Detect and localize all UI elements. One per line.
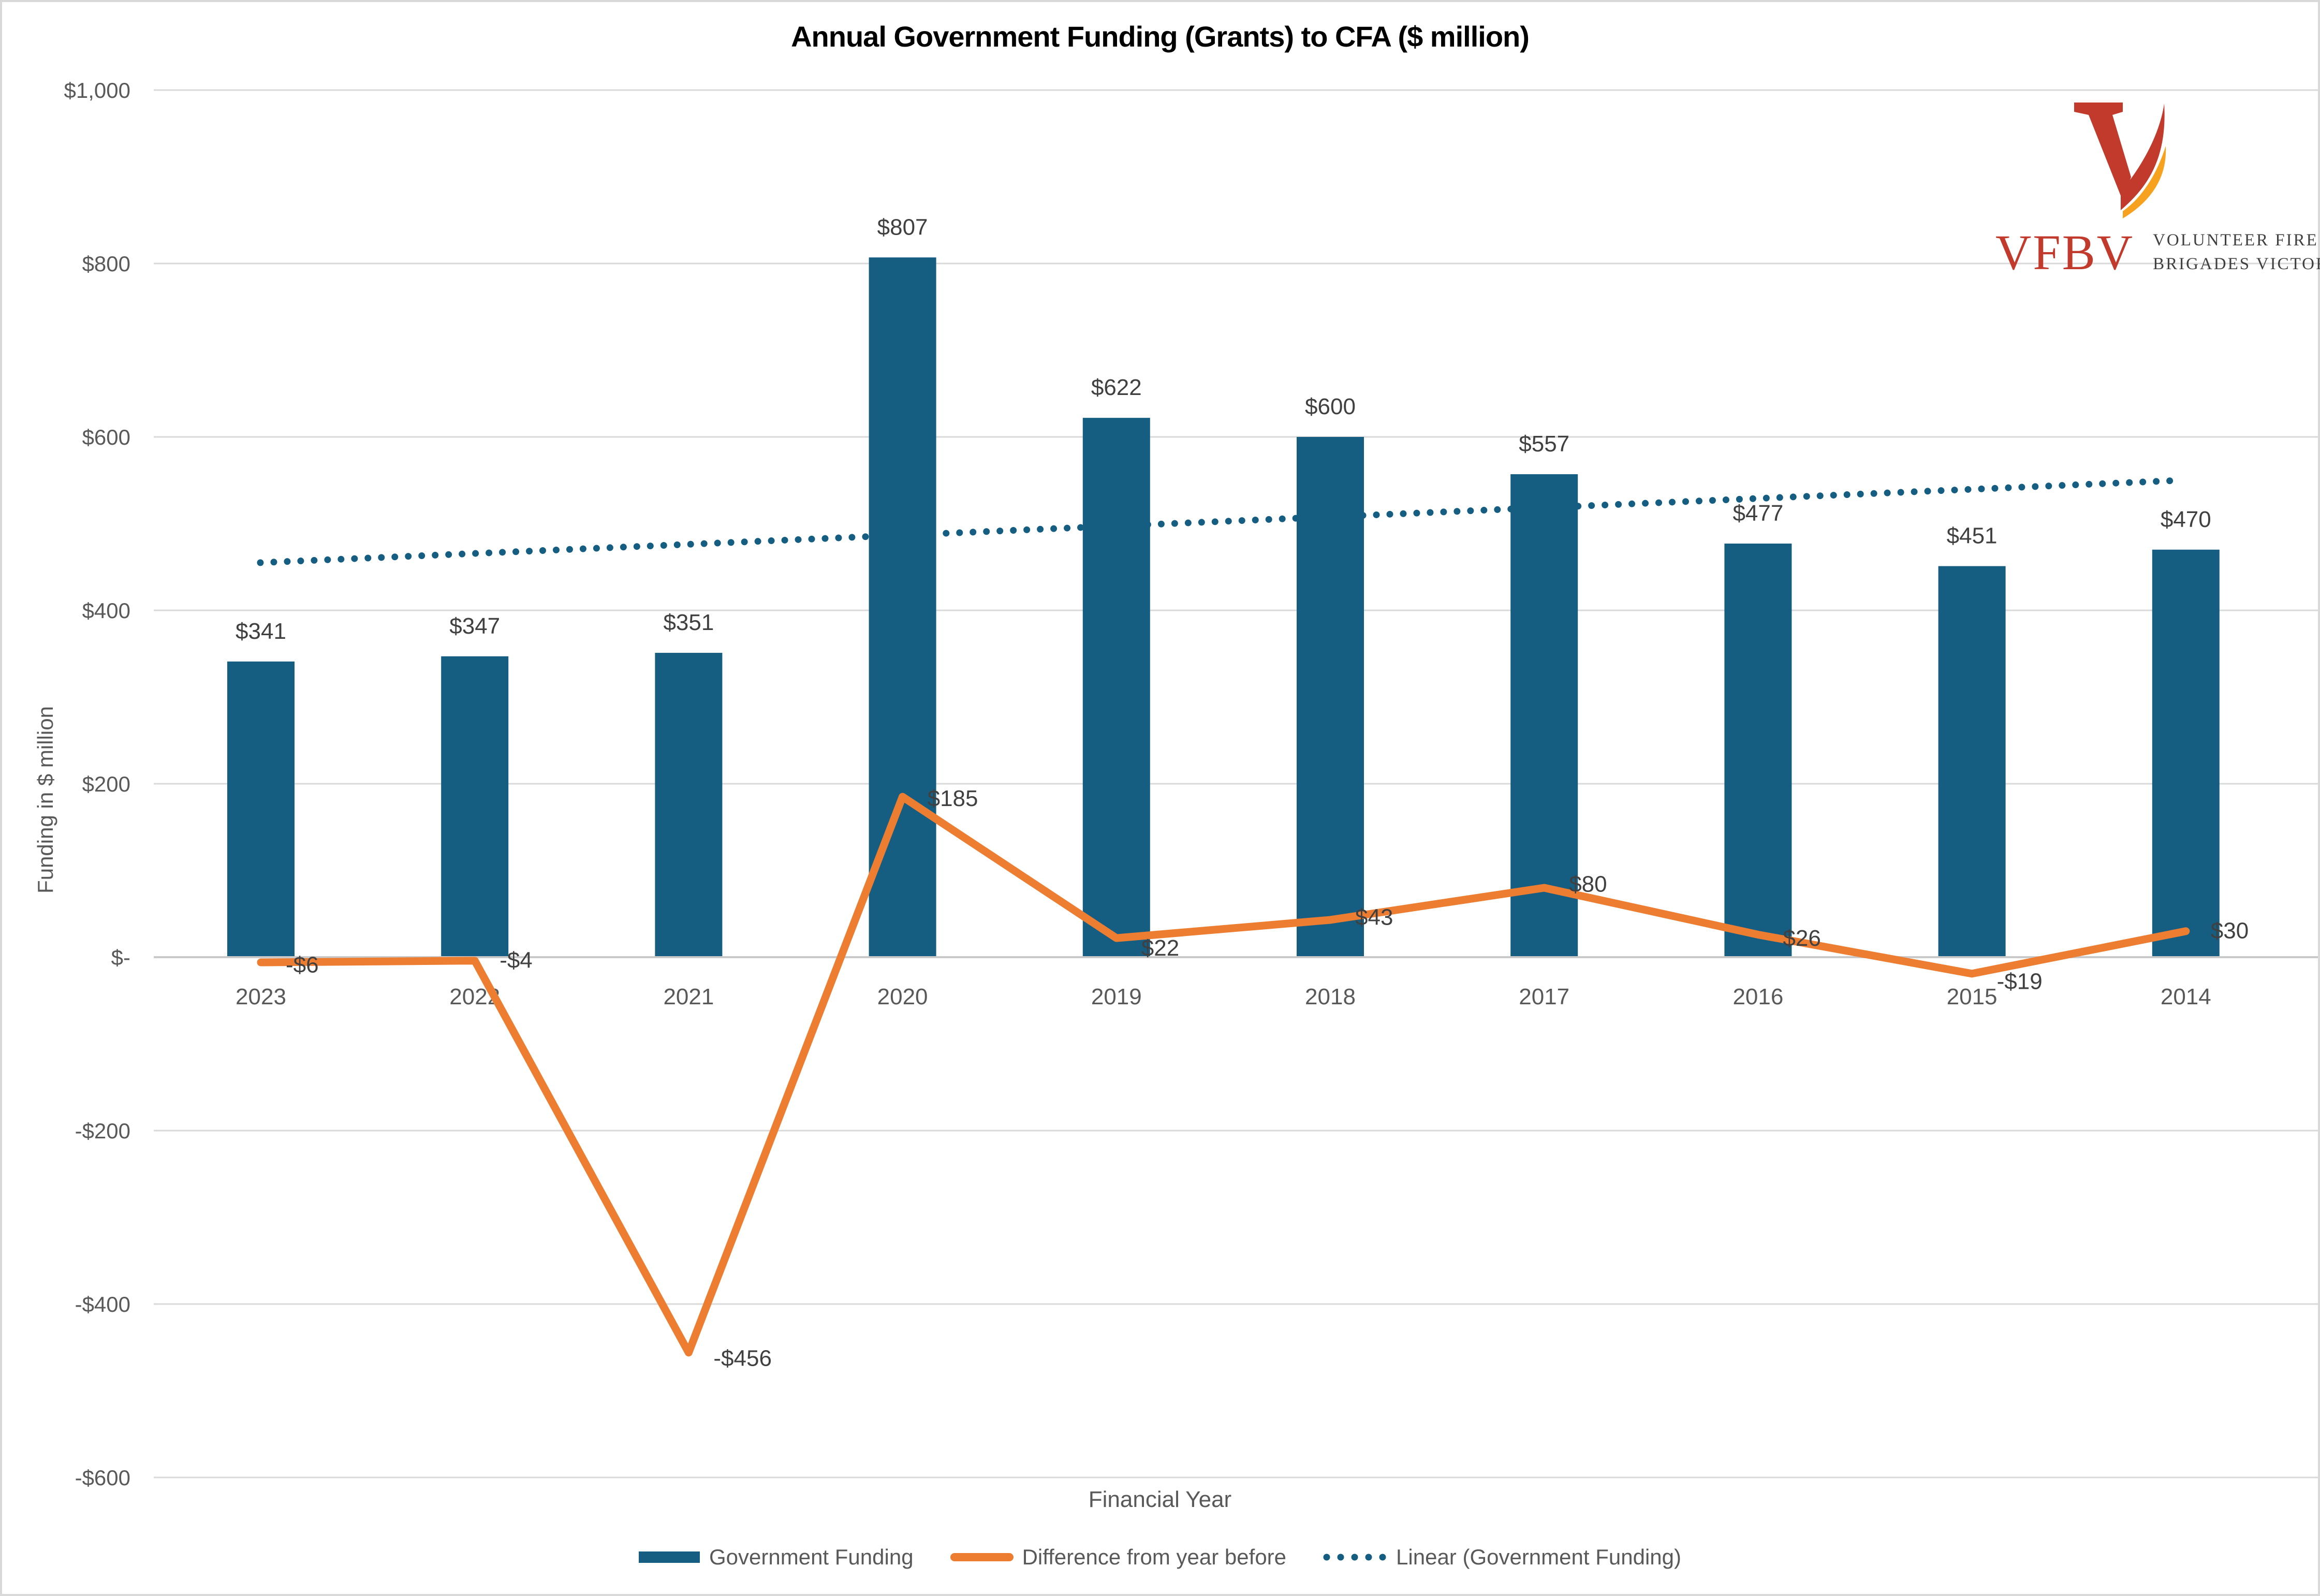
bar [1082, 418, 1150, 957]
line-label: $185 [928, 786, 978, 811]
line-label: -$19 [1997, 969, 2043, 994]
legend-label: Difference from year before [1022, 1545, 1287, 1569]
x-axis-title: Financial Year [1088, 1487, 1232, 1512]
line-label: $43 [1355, 905, 1393, 930]
x-tick-label: 2017 [1519, 984, 1569, 1009]
x-tick-label: 2019 [1091, 984, 1142, 1009]
logo-org-name: VOLUNTEER FIRE BRIGADES VICTORIA [2153, 229, 2320, 276]
legend-label: Linear (Government Funding) [1396, 1545, 1681, 1569]
y-axis-title: Funding in $ million [33, 706, 57, 894]
y-tick-label: $600 [82, 425, 130, 449]
bar-label: $351 [663, 610, 714, 635]
bar [441, 656, 509, 957]
line-label: -$456 [713, 1345, 772, 1371]
x-tick-label: 2023 [236, 984, 286, 1009]
y-tick-label: $200 [82, 772, 130, 796]
bar [655, 653, 723, 957]
bar [2152, 549, 2220, 957]
legend-label: Government Funding [709, 1545, 914, 1569]
x-tick-label: 2018 [1305, 984, 1356, 1009]
bar [227, 661, 295, 957]
chart-title: Annual Government Funding (Grants) to CF… [791, 20, 1530, 53]
bar-label: $341 [236, 619, 286, 644]
legend-item-government-funding: Government Funding [639, 1545, 914, 1570]
bar [1297, 437, 1364, 957]
x-tick-label: 2016 [1732, 984, 1783, 1009]
y-tick-label: -$200 [75, 1119, 130, 1143]
bar-label: $451 [1947, 523, 1998, 549]
bar-label: $477 [1732, 501, 1783, 526]
y-tick-label: $800 [82, 252, 130, 276]
bar-label: $470 [2161, 507, 2211, 532]
x-tick-label: 2015 [1947, 984, 1998, 1009]
legend: Government Funding Difference from year … [0, 1545, 2320, 1570]
line-label: $26 [1783, 926, 1820, 951]
bar [1510, 474, 1578, 957]
trendline-swatch [1323, 1554, 1388, 1561]
x-tick-label: 2014 [2161, 984, 2211, 1009]
logo-org-line1: VOLUNTEER FIRE [2153, 231, 2318, 250]
bar [1724, 544, 1792, 957]
bar-label: $600 [1305, 394, 1356, 419]
bar [869, 257, 936, 957]
x-tick-label: 2021 [663, 984, 714, 1009]
y-tick-label: -$400 [75, 1292, 130, 1316]
logo-org-line2: BRIGADES VICTORIA [2153, 255, 2320, 273]
bar [1938, 566, 2006, 957]
line-label: $30 [2211, 918, 2249, 943]
logo-text-row: VFBV VOLUNTEER FIRE BRIGADES VICTORIA [1995, 225, 2320, 280]
logo-acronym: VFBV [1995, 225, 2135, 280]
y-tick-label: $1,000 [64, 78, 130, 103]
y-tick-label: $400 [82, 598, 130, 623]
y-tick-label: $- [111, 945, 130, 970]
y-tick-label: -$600 [75, 1466, 130, 1490]
flame-v-icon [2074, 103, 2166, 218]
trendline [257, 477, 2185, 566]
vfbv-logo: VFBV VOLUNTEER FIRE BRIGADES VICTORIA [1995, 99, 2320, 280]
line-label: $80 [1569, 872, 1607, 897]
line-label: -$4 [500, 947, 533, 973]
bar-label: $807 [877, 214, 928, 240]
legend-item-linear-trend: Linear (Government Funding) [1323, 1545, 1681, 1570]
bar-series-swatch [639, 1551, 700, 1563]
bar-label: $557 [1519, 431, 1569, 457]
line-label: $22 [1141, 935, 1179, 961]
line-series-swatch [950, 1553, 1014, 1561]
x-tick-label: 2020 [877, 984, 928, 1009]
legend-item-difference: Difference from year before [950, 1545, 1286, 1570]
bar-label: $622 [1091, 375, 1142, 400]
line-label: -$6 [286, 953, 319, 978]
bar-label: $347 [449, 613, 500, 639]
difference-line [257, 793, 2190, 1357]
